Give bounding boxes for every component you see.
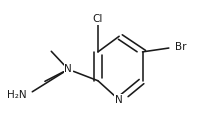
Text: N: N bbox=[64, 64, 72, 74]
Text: N: N bbox=[115, 95, 123, 105]
Text: H₂N: H₂N bbox=[7, 90, 27, 100]
Text: Cl: Cl bbox=[93, 14, 103, 24]
Text: Br: Br bbox=[175, 42, 187, 52]
